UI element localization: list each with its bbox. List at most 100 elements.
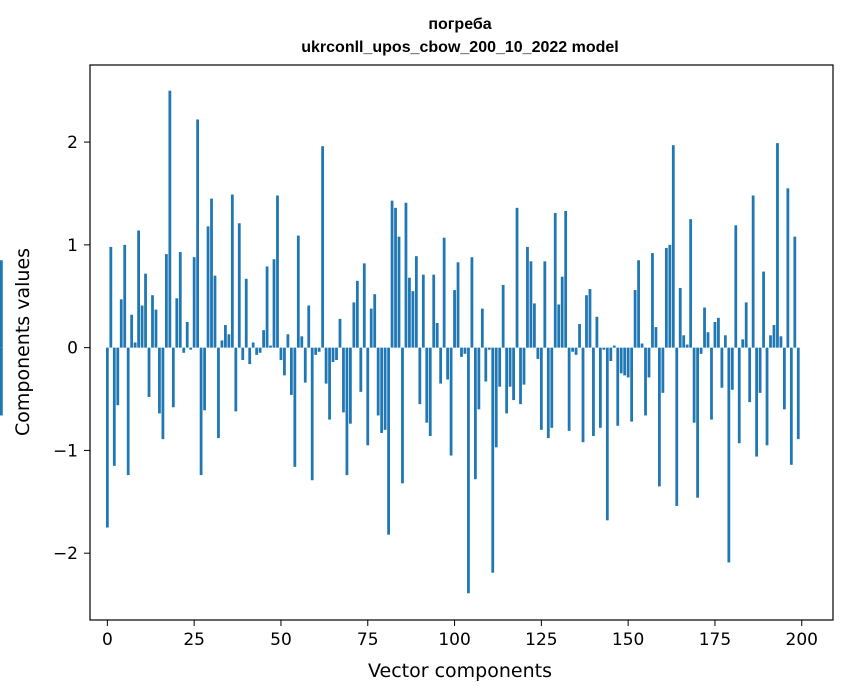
- bar: [241, 347, 245, 360]
- bar: [300, 336, 304, 348]
- bar: [658, 347, 661, 487]
- bar: [678, 288, 682, 348]
- bar: [605, 347, 609, 521]
- x-axis-label: Vector components: [368, 660, 552, 682]
- bar: [192, 257, 196, 348]
- bar: [748, 347, 752, 403]
- bar: [373, 294, 377, 348]
- bar: [366, 347, 370, 446]
- bar: [401, 347, 404, 484]
- bar: [390, 200, 394, 348]
- bar: [477, 347, 481, 410]
- bar: [637, 260, 640, 348]
- bar: [730, 347, 734, 390]
- bar: [314, 347, 318, 355]
- bar: [546, 347, 550, 439]
- bar: [446, 347, 450, 380]
- bar: [685, 344, 689, 348]
- bar: [255, 347, 259, 355]
- bar: [623, 347, 627, 376]
- bar: [331, 347, 335, 363]
- bar: [585, 295, 588, 348]
- bar: [557, 304, 561, 348]
- bar: [258, 347, 262, 353]
- bar: [647, 347, 651, 378]
- bar: [796, 347, 800, 440]
- y-axis-label: Components values: [12, 248, 34, 436]
- bar: [755, 347, 759, 457]
- bar: [769, 335, 772, 348]
- bar: [741, 339, 745, 348]
- bar: [199, 347, 203, 476]
- bar: [550, 347, 554, 428]
- bar: [668, 244, 672, 348]
- bar: [772, 325, 776, 348]
- x-tick-label: 150: [612, 630, 644, 650]
- bar: [533, 303, 536, 348]
- y-tick-label: 1: [67, 236, 78, 256]
- x-tick-label: 200: [786, 630, 818, 650]
- bar: [633, 290, 637, 348]
- bar: [571, 347, 574, 352]
- bar: [425, 347, 429, 423]
- bar: [581, 347, 585, 443]
- bar: [234, 347, 238, 412]
- bar: [793, 236, 797, 348]
- bar: [706, 332, 710, 348]
- bar: [296, 235, 300, 348]
- bar: [383, 347, 387, 430]
- bar: [470, 257, 474, 348]
- bar: [185, 321, 189, 348]
- bar: [789, 347, 793, 465]
- bar: [439, 347, 443, 384]
- bar: [619, 347, 623, 374]
- bar: [588, 289, 592, 348]
- bar: [529, 261, 533, 348]
- chart-title-line-2: ukrconll_upos_cbow_200_10_2022 model: [301, 39, 618, 56]
- bar: [394, 207, 397, 348]
- bar: [786, 188, 790, 348]
- bar: [651, 253, 654, 348]
- bar: [251, 342, 255, 348]
- bar: [720, 347, 724, 388]
- bar: [119, 299, 123, 348]
- bar: [151, 295, 154, 348]
- bar-series: [0, 90, 800, 594]
- bar: [460, 347, 463, 357]
- bar: [230, 194, 234, 348]
- bar: [265, 266, 269, 348]
- bar: [352, 302, 356, 348]
- plot-frame: [89, 64, 834, 621]
- bar: [286, 334, 290, 348]
- bar: [414, 256, 418, 348]
- bar: [248, 347, 252, 365]
- bar: [269, 345, 272, 348]
- bar: [564, 210, 568, 348]
- bar: [369, 308, 373, 348]
- bar: [498, 347, 502, 387]
- x-tick-label: 75: [357, 630, 379, 650]
- bar: [0, 260, 3, 348]
- bar: [324, 347, 328, 384]
- bar: [734, 225, 738, 348]
- bar: [137, 230, 140, 348]
- bar: [484, 347, 488, 382]
- bar: [536, 347, 540, 359]
- bar: [661, 347, 665, 393]
- bar: [303, 347, 307, 383]
- bar: [779, 336, 783, 348]
- bar: [321, 146, 325, 348]
- x-tick-label: 50: [270, 630, 292, 650]
- bar: [723, 335, 727, 348]
- bar: [630, 347, 634, 422]
- bar: [338, 318, 342, 348]
- bar: [310, 347, 314, 481]
- bar: [758, 347, 762, 393]
- bar: [376, 347, 380, 416]
- bar: [380, 347, 384, 433]
- bar: [710, 347, 713, 420]
- bar: [307, 305, 311, 348]
- bar: [182, 347, 186, 353]
- bar: [703, 307, 706, 348]
- bar: [164, 254, 168, 348]
